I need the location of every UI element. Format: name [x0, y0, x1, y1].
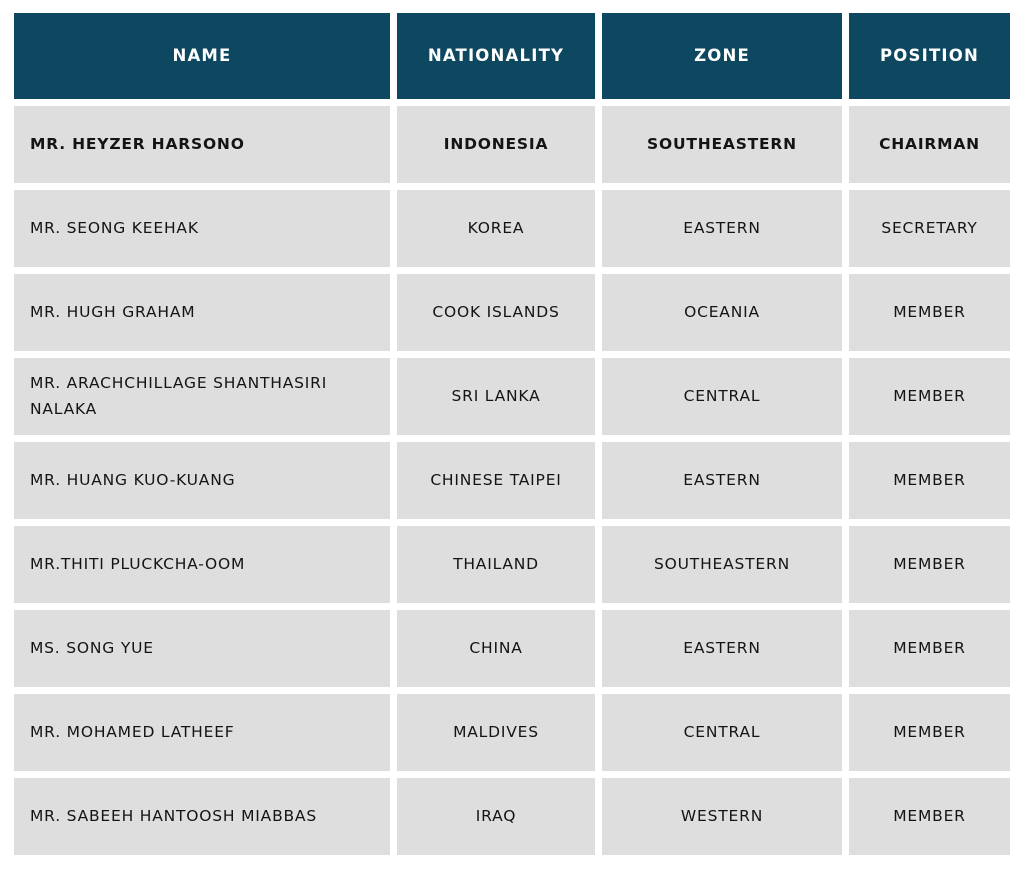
- table-row-8-position-cell: MEMBER: [849, 778, 1010, 855]
- table-row-2-position-cell: MEMBER: [849, 274, 1010, 351]
- table-row-6-nationality-cell: CHINA: [397, 610, 595, 687]
- table-row-1-position-cell: SECRETARY: [849, 190, 1010, 267]
- table-row-2-zone-cell: OCEANIA: [602, 274, 842, 351]
- table-row-3-position-cell: MEMBER: [849, 358, 1010, 435]
- column-header-nationality: NATIONALITY: [397, 13, 595, 99]
- table-row-7-position-cell: MEMBER: [849, 694, 1010, 771]
- table-row-2-nationality-cell: COOK ISLANDS: [397, 274, 595, 351]
- table-row-7-nationality-cell: MALDIVES: [397, 694, 595, 771]
- table-row-1-zone-cell: EASTERN: [602, 190, 842, 267]
- table-row-4-nationality-cell: CHINESE TAIPEI: [397, 442, 595, 519]
- table-row-2-name-cell: MR. HUGH GRAHAM: [14, 274, 390, 351]
- table-row-0-zone-cell: SOUTHEASTERN: [602, 106, 842, 183]
- table-row-5-position-cell: MEMBER: [849, 526, 1010, 603]
- table-row-3-name-cell: MR. ARACHCHILLAGE SHANTHASIRI NALAKA: [14, 358, 390, 435]
- table-row-3-nationality-cell: SRI LANKA: [397, 358, 595, 435]
- table-row-6-zone-cell: EASTERN: [602, 610, 842, 687]
- table-row-8-zone-cell: WESTERN: [602, 778, 842, 855]
- table-row-0-nationality-cell: INDONESIA: [397, 106, 595, 183]
- column-header-zone: ZONE: [602, 13, 842, 99]
- table-row-6-position-cell: MEMBER: [849, 610, 1010, 687]
- committee-members-table: NAME NATIONALITY ZONE POSITION MR. HEYZER HA…: [14, 13, 1010, 855]
- table-row-7-name-cell: MR. MOHAMED LATHEEF: [14, 694, 390, 771]
- table-row-8-nationality-cell: IRAQ: [397, 778, 595, 855]
- table-row-1-name-cell: MR. SEONG KEEHAK: [14, 190, 390, 267]
- table-row-0-name-cell: MR. HEYZER HARSONO: [14, 106, 390, 183]
- table-row-4-name-cell: MR. HUANG KUO-KUANG: [14, 442, 390, 519]
- table-row-4-position-cell: MEMBER: [849, 442, 1010, 519]
- table-row-8-name-cell: MR. SABEEH HANTOOSH MIABBAS: [14, 778, 390, 855]
- table-row-5-zone-cell: SOUTHEASTERN: [602, 526, 842, 603]
- table-row-1-nationality-cell: KOREA: [397, 190, 595, 267]
- column-header-position: POSITION: [849, 13, 1010, 99]
- table-row-3-zone-cell: CENTRAL: [602, 358, 842, 435]
- column-header-name: NAME: [14, 13, 390, 99]
- table-row-0-position-cell: CHAIRMAN: [849, 106, 1010, 183]
- table-row-4-zone-cell: EASTERN: [602, 442, 842, 519]
- table-row-5-nationality-cell: THAILAND: [397, 526, 595, 603]
- table-row-7-zone-cell: CENTRAL: [602, 694, 842, 771]
- table-row-6-name-cell: MS. SONG YUE: [14, 610, 390, 687]
- table-row-5-name-cell: MR.THITI PLUCKCHA-OOM: [14, 526, 390, 603]
